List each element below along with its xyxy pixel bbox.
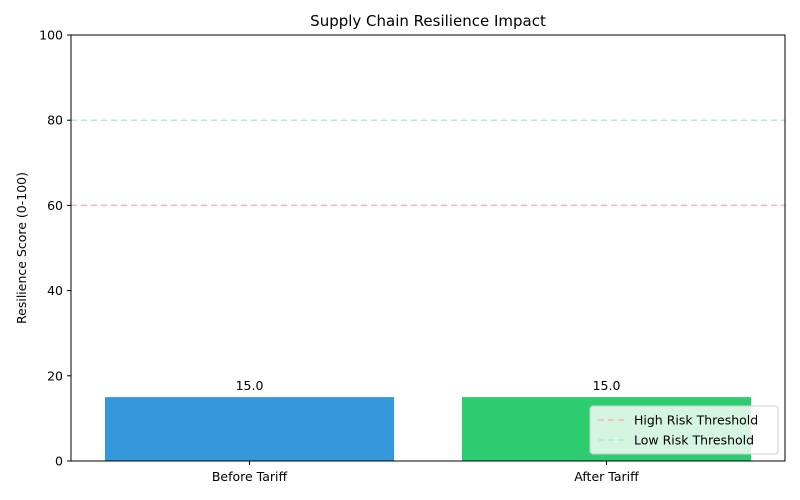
legend: High Risk Threshold Low Risk Threshold: [589, 405, 779, 455]
chart-title: Supply Chain Resilience Impact: [310, 12, 546, 30]
y-tick-label-1: 20: [47, 368, 63, 383]
legend-box: [589, 405, 779, 455]
y-tick-label-5: 100: [39, 28, 63, 43]
bar-0: [104, 397, 395, 461]
x-tick-label-0: Before Tariff: [212, 469, 288, 484]
legend-label-1: Low Risk Threshold: [634, 433, 754, 448]
y-tick-label-2: 40: [47, 283, 63, 298]
y-axis-ticks: 0 20 40 60 80 100: [39, 28, 71, 469]
legend-label-0: High Risk Threshold: [634, 413, 758, 428]
data-labels: 15.0 15.0: [236, 378, 621, 393]
threshold-lines: [71, 119, 785, 207]
plot-frame: [70, 34, 786, 462]
y-tick-label-4: 80: [47, 113, 63, 128]
y-tick-label-0: 0: [55, 454, 63, 469]
y-axis-label: Resilience Score (0-100): [14, 172, 29, 324]
data-label-0: 15.0: [236, 378, 264, 393]
x-axis-ticks: Before Tariff After Tariff: [212, 461, 639, 484]
data-label-1: 15.0: [593, 378, 621, 393]
x-tick-label-1: After Tariff: [574, 469, 639, 484]
y-tick-label-3: 60: [47, 198, 63, 213]
